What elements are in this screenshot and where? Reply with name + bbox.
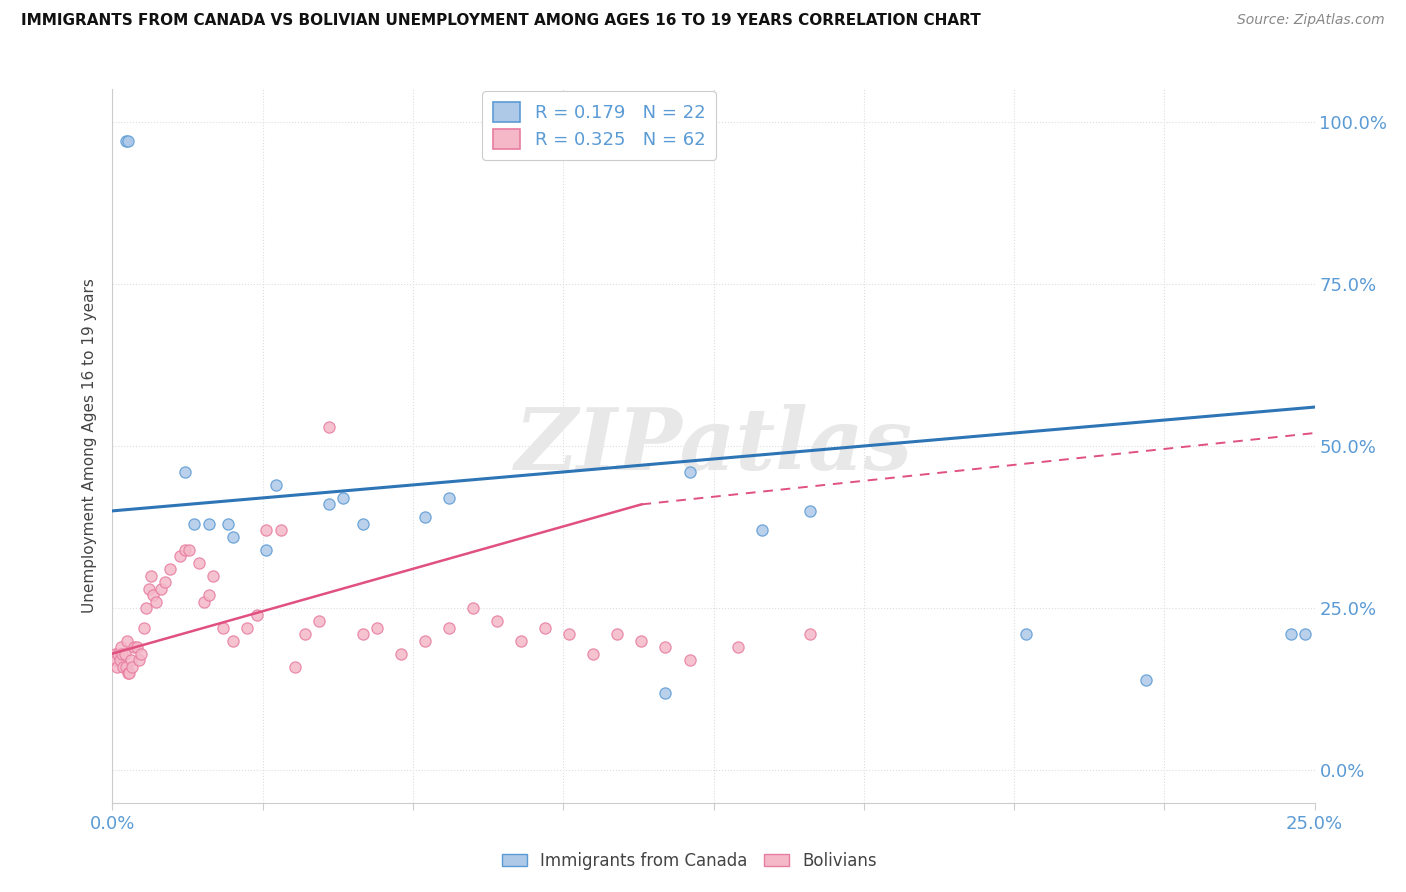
Text: IMMIGRANTS FROM CANADA VS BOLIVIAN UNEMPLOYMENT AMONG AGES 16 TO 19 YEARS CORREL: IMMIGRANTS FROM CANADA VS BOLIVIAN UNEMP… (21, 13, 981, 29)
Point (121, 659, 143, 673)
Point (117, 134, 139, 148)
Point (236, 621, 259, 635)
Point (122, 640, 145, 654)
Point (1279, 627, 1302, 641)
Point (352, 627, 374, 641)
Point (105, 653, 128, 667)
Point (318, 419, 340, 434)
Point (246, 607, 269, 622)
Point (461, 601, 484, 615)
Point (389, 647, 412, 661)
Point (104, 647, 127, 661)
Point (437, 491, 460, 505)
Point (110, 640, 132, 654)
Point (155, 575, 177, 590)
Point (135, 601, 157, 615)
Point (254, 524, 277, 538)
Point (558, 627, 581, 641)
Point (149, 582, 172, 596)
Legend: Immigrants from Canada, Bolivians: Immigrants from Canada, Bolivians (495, 846, 884, 877)
Point (308, 614, 330, 628)
Point (254, 542, 277, 557)
Point (1294, 627, 1316, 641)
Point (139, 568, 162, 582)
Point (118, 666, 141, 681)
Point (366, 621, 388, 635)
Point (332, 491, 354, 505)
Point (284, 659, 307, 673)
Point (212, 621, 235, 635)
Point (222, 530, 245, 544)
Point (654, 685, 676, 699)
Point (179, 542, 201, 557)
Point (413, 510, 436, 524)
Point (654, 640, 676, 654)
Point (115, 633, 138, 648)
Point (108, 653, 131, 667)
Point (138, 582, 160, 596)
Point (294, 627, 316, 641)
Point (173, 542, 195, 557)
Point (115, 134, 138, 148)
Point (132, 621, 155, 635)
Point (582, 647, 605, 661)
Point (193, 595, 215, 609)
Y-axis label: Unemployment Among Ages 16 to 19 years: Unemployment Among Ages 16 to 19 years (82, 278, 97, 614)
Point (799, 504, 821, 518)
Text: Source: ZipAtlas.com: Source: ZipAtlas.com (1237, 13, 1385, 28)
Point (105, 659, 128, 673)
Point (437, 621, 460, 635)
Point (117, 666, 139, 681)
Point (318, 497, 340, 511)
Point (678, 653, 700, 667)
Point (1015, 627, 1038, 641)
Point (799, 627, 821, 641)
Point (413, 633, 436, 648)
Point (217, 516, 239, 531)
Point (222, 633, 245, 648)
Point (1135, 673, 1157, 687)
Point (128, 653, 150, 667)
Point (131, 647, 153, 661)
Point (111, 647, 134, 661)
Point (264, 478, 287, 492)
Point (112, 659, 135, 673)
Point (142, 588, 165, 602)
Point (352, 516, 374, 531)
Point (510, 633, 533, 648)
Point (115, 659, 138, 673)
Point (751, 524, 773, 538)
Point (114, 647, 136, 661)
Point (107, 647, 129, 661)
Point (197, 516, 219, 531)
Point (606, 627, 628, 641)
Point (169, 549, 191, 564)
Text: ZIPatlas: ZIPatlas (515, 404, 912, 488)
Point (630, 633, 652, 648)
Point (197, 588, 219, 602)
Point (727, 640, 749, 654)
Point (270, 524, 292, 538)
Point (188, 556, 211, 570)
Point (202, 568, 225, 582)
Point (125, 640, 148, 654)
Point (534, 621, 557, 635)
Point (173, 465, 195, 479)
Point (120, 653, 142, 667)
Point (486, 614, 509, 628)
Point (678, 465, 700, 479)
Point (145, 595, 167, 609)
Point (159, 562, 181, 576)
Point (183, 516, 205, 531)
